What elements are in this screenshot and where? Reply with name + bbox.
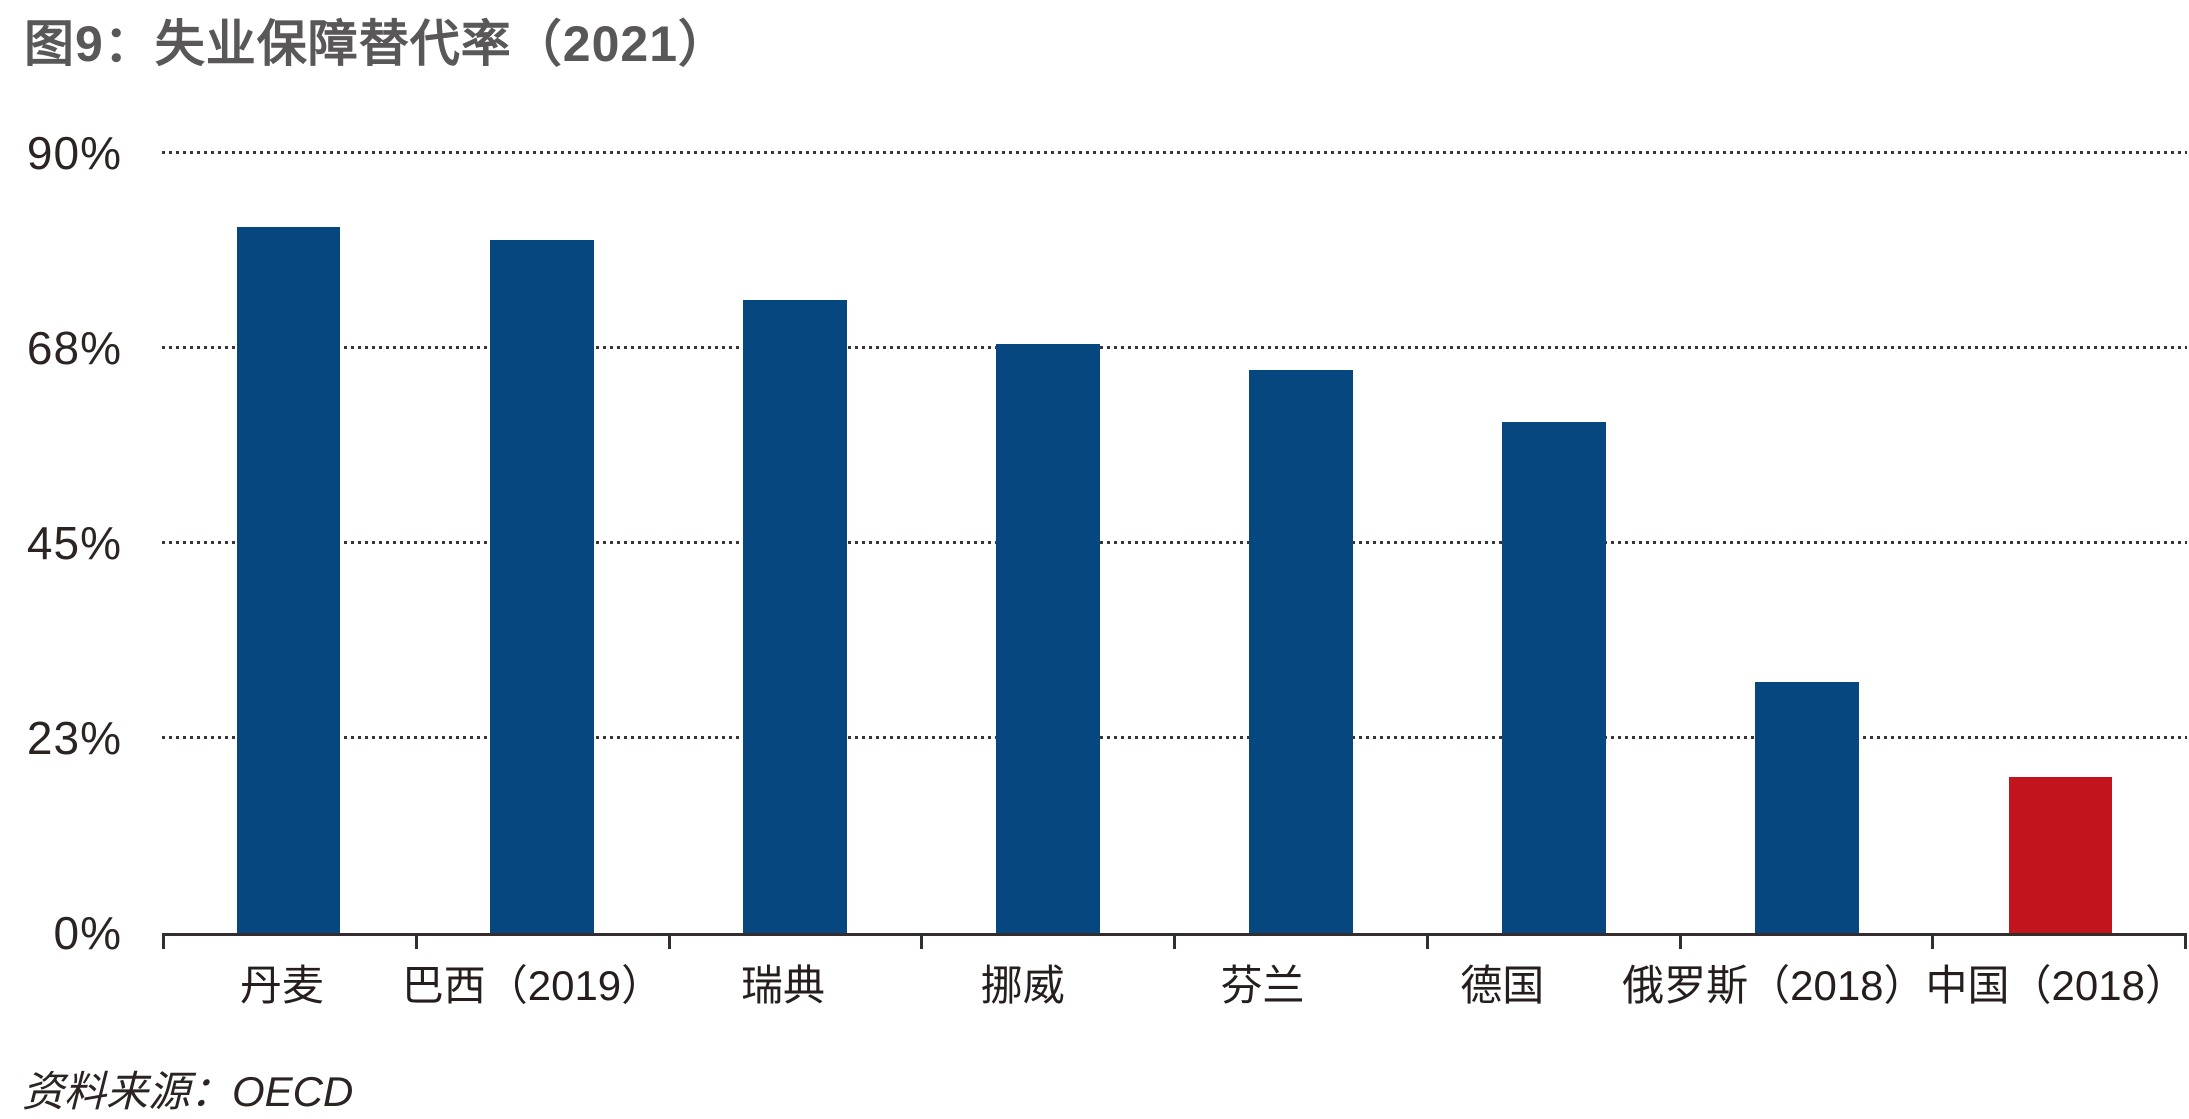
category-label: 俄罗斯（2018） <box>1622 962 1926 1009</box>
bar-1 <box>236 226 341 933</box>
category-label: 挪威 <box>980 962 1065 1009</box>
y-axis-tick-label: 68% <box>26 322 122 374</box>
gridline-23% <box>162 736 2187 739</box>
category-label: 巴西（2019） <box>401 962 664 1009</box>
category-label: 芬兰 <box>1220 962 1305 1009</box>
x-axis-tick <box>1425 933 1429 949</box>
chart-title: 图9：失业保障替代率（2021） <box>24 16 730 72</box>
y-axis-tick-label: 23% <box>26 712 122 764</box>
y-axis-tick-label: 0% <box>53 907 122 959</box>
x-axis-tick <box>414 933 418 949</box>
bar-3 <box>742 300 847 933</box>
bar-7 <box>1755 681 1860 933</box>
source-note: 资料来源：OECD <box>22 1068 354 1115</box>
y-axis-tick-label: 45% <box>26 517 122 569</box>
x-axis-tick <box>667 933 671 949</box>
gridline-45% <box>162 541 2187 544</box>
x-axis-tick <box>920 933 924 949</box>
category-labels: 丹麦 巴西（2019） 瑞典 挪威 芬兰 德国 俄罗斯（2018） 中国（2018） <box>162 952 2187 1013</box>
category-label: 丹麦 <box>239 962 324 1009</box>
gridline-68% <box>162 346 2187 349</box>
bar-cell <box>1428 153 1681 933</box>
bar-8 <box>2008 777 2113 933</box>
x-axis-tick <box>2184 933 2187 949</box>
bar-5 <box>1249 369 1353 933</box>
gridline-90% <box>162 151 2187 154</box>
bar-6 <box>1502 421 1607 933</box>
bar-4 <box>996 343 1100 933</box>
x-axis-tick <box>162 933 165 949</box>
bar-cell <box>921 153 1174 933</box>
x-axis-tick <box>1173 933 1176 949</box>
bar-cell <box>415 153 668 933</box>
y-axis-tick-label: 90% <box>26 127 122 179</box>
plot-area <box>162 151 2187 936</box>
bar-cell <box>162 153 415 933</box>
x-axis-tick <box>1931 933 1935 949</box>
category-label: 瑞典 <box>741 962 826 1009</box>
bar-cell <box>1175 153 1428 933</box>
bar-2 <box>489 239 594 933</box>
bar-cell <box>668 153 921 933</box>
category-label: 德国 <box>1460 962 1545 1009</box>
bars-track <box>162 153 2187 933</box>
bar-cell <box>1934 153 2187 933</box>
x-axis-tick <box>1678 933 1682 949</box>
y-axis-labels: 90% 68% 45% 23% 0% <box>0 127 122 959</box>
category-label: 中国（2018） <box>1925 962 2187 1009</box>
bar-cell <box>1681 153 1934 933</box>
